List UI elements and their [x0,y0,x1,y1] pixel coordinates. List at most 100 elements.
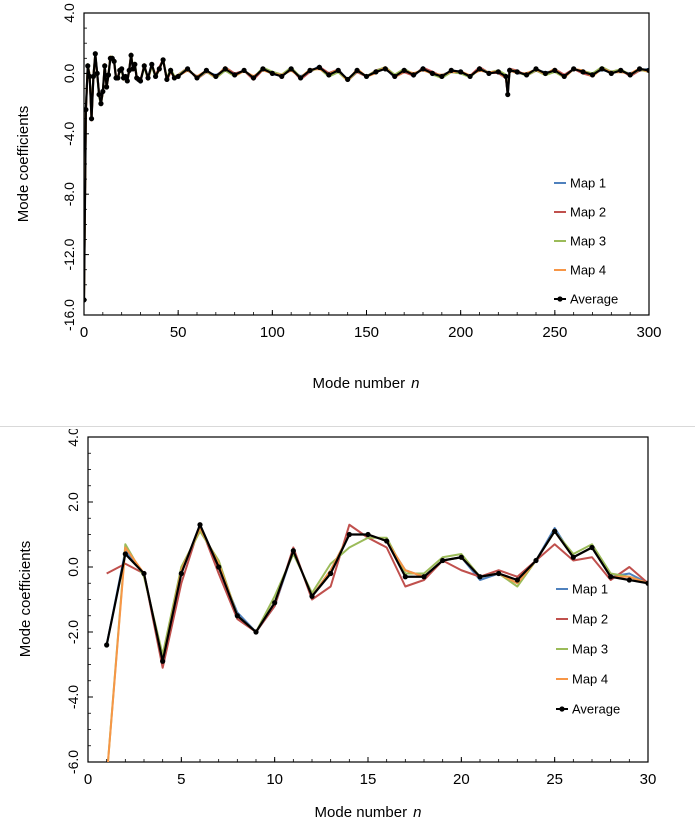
legend-marker [559,706,565,712]
average-marker [119,66,125,72]
average-marker [328,570,334,577]
y-axis: -16.0 -12.0 -8.0 -4.0 0.0 4.0 [61,3,89,331]
average-marker [496,570,502,577]
y-tick-label: -6.0 [65,750,81,774]
average-marker [152,73,159,80]
average-marker [184,66,191,72]
average-marker [269,70,275,76]
average-marker [335,67,341,73]
y-tick-label: 4.0 [65,429,81,447]
average-marker [92,51,98,57]
average-marker [104,84,110,90]
average-marker [260,66,266,72]
y-axis-label: Mode coefficients [17,541,34,657]
average-marker [197,522,203,528]
data-layer [84,51,649,303]
x-tick-label: 100 [260,324,285,341]
average-marker [128,52,134,58]
x-tick-label: 20 [453,771,470,788]
legend-marker [557,296,563,302]
average-marker [290,548,296,554]
average-marker [222,66,228,72]
average-marker [476,66,483,72]
average-marker [90,73,97,80]
x-tick-label: 250 [542,324,567,341]
average-marker [160,57,166,63]
x-axis-label: Mode number n [315,804,422,821]
average-marker [253,629,259,635]
average-marker [100,88,106,95]
average-marker [96,91,102,98]
y-tick-label: 2.0 [65,492,81,512]
average-marker [145,75,151,81]
y-tick-label: 0.0 [65,557,81,577]
average-marker [421,574,427,580]
average-marker [88,116,95,122]
average-marker [124,78,130,84]
x-tick-label: 300 [636,324,661,341]
average-marker [505,91,511,98]
x-axis: 0 5 10 15 20 25 30 [84,757,656,788]
legend-label: Map 4 [570,263,606,278]
average-marker [111,58,117,64]
x-tick-label: 10 [266,771,283,788]
series-group [84,51,649,303]
average-marker [232,72,238,78]
legend: Map 1 Map 2 Map 3 Map 4 Average [554,176,618,307]
chart-top: -16.0 -12.0 -8.0 -4.0 0.0 4.0 0 50 100 150 200 250… [15,3,662,392]
average-marker [272,600,278,606]
data-layer [104,522,648,762]
y-tick-label: 4.0 [61,3,77,23]
series-line-map-2 [84,53,649,300]
legend-label: Map 3 [570,234,606,249]
average-marker [363,73,370,80]
average-marker [98,101,104,107]
average-marker [137,78,144,84]
x-tick-label: 25 [546,771,563,788]
average-marker [160,658,166,664]
legend-label: Average [570,292,618,307]
series-line-map-1 [84,53,649,300]
average-marker [382,66,388,72]
series-line-map-3 [84,52,649,300]
average-marker [309,593,315,599]
average-marker [618,67,624,73]
average-marker [164,76,170,83]
y-tick-label: -12.0 [61,238,77,270]
x-axis-label-var: n [411,375,419,392]
series-line-average [84,52,649,300]
x-tick-label: 0 [80,324,88,341]
series-line-map-4 [84,52,649,300]
average-marker [636,66,643,72]
average-marker [384,538,390,544]
average-marker [477,574,483,580]
average-marker [203,67,210,73]
x-axis-label-var: n [413,804,421,821]
average-marker [346,531,352,538]
average-marker [392,73,398,80]
series-group [104,522,648,762]
average-marker [122,551,128,557]
average-marker [533,557,539,564]
average-marker [141,63,147,69]
average-marker [627,72,633,78]
average-marker [178,570,184,577]
average-marker [542,70,549,76]
average-marker [365,531,371,538]
average-marker [213,73,219,80]
average-marker [533,66,539,72]
x-axis-label-text: Mode number [313,375,406,392]
average-marker [467,73,473,80]
average-marker [514,577,520,583]
chart-bottom: -6.0 -4.0 -2.0 0.0 2.0 4.0 0 5 10 15 20 25 30 Mode … [17,429,656,821]
x-axis-label-text: Mode number [315,804,408,821]
average-marker [102,63,108,69]
average-marker [401,67,407,73]
average-marker [250,75,257,81]
average-marker [646,67,649,73]
average-marker [122,73,129,80]
average-marker [608,574,614,580]
average-marker [503,73,509,80]
legend-label: Map 1 [572,582,608,597]
